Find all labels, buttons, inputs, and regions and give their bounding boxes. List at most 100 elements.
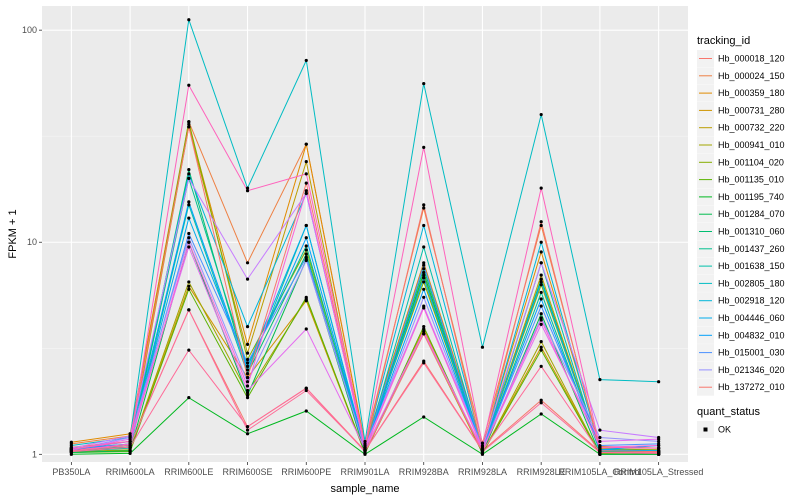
x-tick-label: RRIM928LE — [517, 467, 566, 477]
x-tick-label: RRIM600LE — [164, 467, 213, 477]
legend-item: Hb_021346_020 — [697, 361, 785, 379]
data-point — [598, 428, 602, 432]
data-point — [187, 176, 191, 181]
data-point — [539, 322, 543, 326]
data-point — [539, 340, 543, 344]
legend-item: Hb_000024_150 — [697, 67, 785, 85]
data-point — [245, 368, 250, 372]
legend-item: Hb_001638_150 — [697, 257, 785, 275]
legend-item: Hb_002805_180 — [697, 274, 785, 292]
data-point — [187, 83, 191, 87]
data-point — [539, 304, 543, 308]
y-tick-label: 1 — [32, 449, 37, 459]
y-axis-title: FPKM + 1 — [7, 209, 19, 258]
data-point — [422, 206, 426, 210]
data-point — [304, 160, 308, 164]
data-point — [422, 332, 426, 336]
data-point — [422, 361, 426, 365]
x-axis: PB350LA RRIM600LA RRIM600LE RRIM600SE RRIM60… — [52, 462, 703, 477]
data-point — [304, 255, 308, 259]
data-point — [128, 451, 132, 456]
data-point — [422, 81, 426, 86]
data-point — [69, 440, 73, 444]
data-point — [539, 412, 543, 416]
legend-item: Hb_001135_010 — [697, 171, 784, 189]
data-point — [657, 451, 661, 456]
legend-label: Hb_000941_010 — [718, 140, 785, 150]
data-point — [539, 345, 543, 349]
data-point — [422, 263, 426, 267]
data-point — [245, 342, 250, 346]
legend-item: Hb_002918_120 — [697, 292, 785, 310]
data-point — [245, 357, 250, 362]
legend: tracking_id Hb_000018_120 Hb_000024_150 Hb… — [697, 35, 785, 438]
legend-label: Hb_000024_150 — [718, 71, 785, 81]
data-point — [539, 280, 543, 284]
data-point — [539, 112, 543, 117]
data-point — [480, 441, 485, 445]
data-point — [304, 248, 308, 252]
data-point — [539, 240, 543, 244]
data-point — [245, 186, 250, 190]
legend-label: Hb_004832_010 — [718, 330, 785, 340]
data-point — [245, 391, 250, 395]
legend-label: Hb_001135_010 — [718, 175, 784, 185]
data-point — [304, 191, 308, 195]
legend-item: Hb_004832_010 — [697, 326, 785, 344]
data-point — [304, 223, 308, 228]
data-point — [187, 240, 191, 244]
data-point — [245, 376, 250, 380]
legend-title: tracking_id — [697, 35, 750, 47]
x-tick-label: RRIM600PE — [281, 467, 331, 477]
data-point — [187, 284, 191, 288]
data-point — [187, 236, 191, 240]
data-point — [539, 273, 543, 277]
data-point — [422, 223, 426, 228]
shape-legend-items: OK — [697, 421, 731, 438]
data-point — [304, 386, 308, 390]
data-point — [422, 306, 426, 310]
data-point — [539, 277, 543, 281]
data-point — [187, 231, 191, 236]
data-point — [480, 449, 485, 454]
data-point — [128, 445, 132, 449]
data-point — [657, 380, 661, 384]
data-point — [245, 380, 250, 384]
legend-label: Hb_002918_120 — [718, 296, 785, 306]
legend-label: Hb_004446_060 — [718, 313, 785, 323]
data-point — [657, 443, 661, 448]
data-point — [245, 351, 250, 355]
legend-item: Hb_015001_030 — [697, 344, 785, 362]
data-point — [245, 372, 250, 376]
data-point — [539, 348, 543, 352]
data-point — [187, 18, 191, 22]
data-point — [539, 398, 543, 402]
data-point — [539, 223, 543, 228]
data-point — [422, 329, 426, 333]
data-point — [245, 396, 250, 400]
data-point — [539, 283, 543, 287]
data-point — [245, 189, 250, 193]
data-point — [422, 325, 426, 329]
data-point — [187, 172, 191, 176]
y-tick-label: 10 — [27, 237, 37, 247]
data-point — [245, 388, 250, 393]
legend-item: Hb_137272_010 — [697, 378, 785, 396]
legend-item: Hb_000941_010 — [697, 136, 785, 154]
data-point — [187, 125, 191, 129]
data-point — [245, 425, 250, 429]
legend-label: Hb_015001_030 — [718, 348, 785, 358]
data-point — [245, 432, 250, 436]
data-point — [304, 142, 308, 146]
x-axis-title: sample_name — [330, 483, 399, 495]
legend-label: Hb_000732_220 — [718, 123, 785, 133]
data-point — [304, 58, 308, 63]
legend-label: Hb_000018_120 — [718, 54, 785, 64]
data-point — [69, 449, 73, 454]
data-point — [128, 437, 132, 441]
data-point — [245, 361, 250, 365]
data-point — [363, 439, 367, 444]
data-point — [539, 290, 543, 295]
data-point — [245, 325, 250, 329]
